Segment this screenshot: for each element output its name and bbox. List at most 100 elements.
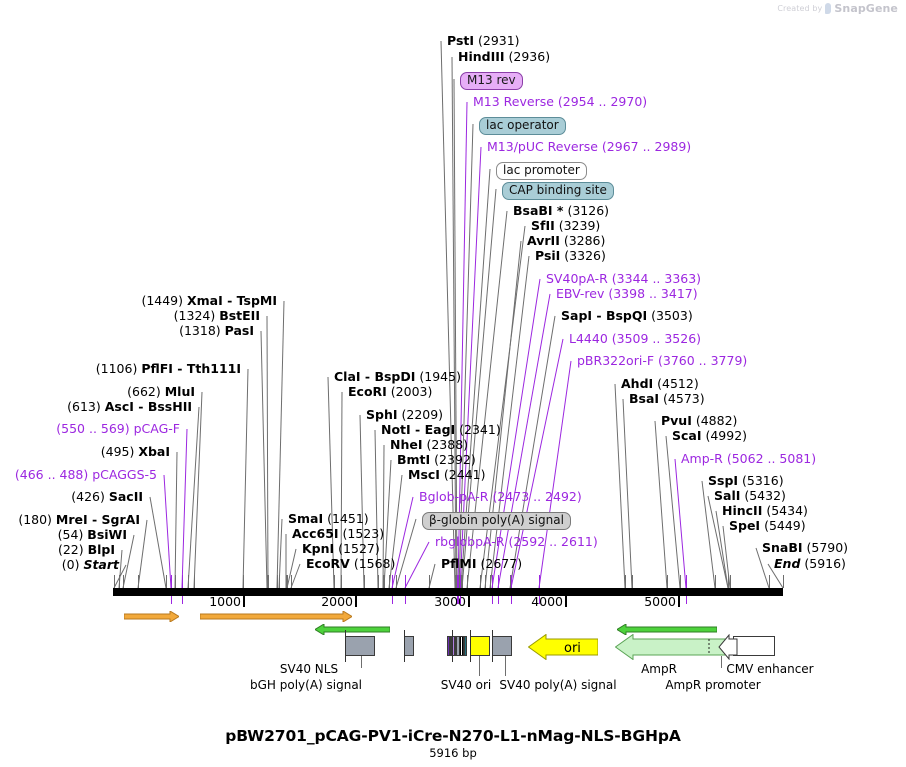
- cut-site-tick: [243, 575, 244, 588]
- cut-site-tick: [267, 575, 268, 588]
- cmv-enhancer-arrow[interactable]: [124, 611, 179, 622]
- enzyme-label[interactable]: AhdI (4512): [621, 377, 699, 391]
- enzyme-position: (2341): [455, 422, 501, 437]
- enzyme-label[interactable]: SapI - BspQI (3503): [561, 309, 693, 323]
- primer-label[interactable]: M13/pUC Reverse (2967 .. 2989): [487, 140, 691, 154]
- primer-position: (2954 .. 2970): [557, 94, 648, 109]
- enzyme-name: NheI: [390, 437, 423, 452]
- cut-site-tick: [171, 575, 172, 588]
- primer-label[interactable]: (466 .. 488) pCAGGS-5: [0, 468, 157, 482]
- enzyme-position: (1106): [95, 361, 142, 376]
- feature-badge[interactable]: β-globin poly(A) signal: [422, 512, 571, 530]
- ampr-feature-arrow[interactable]: [615, 634, 749, 660]
- enzyme-label[interactable]: (54) BsiWI: [0, 528, 127, 542]
- enzyme-label[interactable]: SalI (5432): [714, 489, 786, 503]
- feature-badge[interactable]: CAP binding site: [502, 182, 614, 200]
- enzyme-label[interactable]: Acc65I (1523): [292, 527, 384, 541]
- feature-badge-label: lac operator: [486, 118, 559, 132]
- enzyme-label[interactable]: EcoRI (2003): [348, 385, 432, 399]
- primer-label[interactable]: SV40pA-R (3344 .. 3363): [546, 272, 701, 286]
- enzyme-label[interactable]: MscI (2441): [408, 468, 486, 482]
- sv40-polya-box[interactable]: [470, 636, 490, 656]
- enzyme-label[interactable]: (1106) PflFI - Tth111I: [0, 362, 241, 376]
- enzyme-name-alt: SgrAI: [101, 512, 140, 527]
- bgh-polya-box[interactable]: [345, 636, 375, 656]
- primer-label[interactable]: Amp-R (5062 .. 5081): [681, 452, 816, 466]
- enzyme-label[interactable]: AvrII (3286): [527, 234, 605, 248]
- enzyme-label[interactable]: BmtI (2392): [397, 453, 476, 467]
- enzyme-label[interactable]: NheI (2388): [390, 438, 468, 452]
- ampr-arrow[interactable]: [617, 624, 717, 635]
- cut-site-tick: [286, 575, 287, 588]
- enzyme-position: (2677): [476, 556, 523, 571]
- enzyme-label[interactable]: SfII (3239): [531, 219, 600, 233]
- hatched-linker-segment[interactable]: [459, 636, 464, 656]
- enzyme-label[interactable]: PflMI (2677): [441, 557, 522, 571]
- enzyme-name: SnaBI: [762, 540, 803, 555]
- enzyme-label[interactable]: PvuI (4882): [661, 414, 737, 428]
- map-feature-label[interactable]: AmpR: [641, 662, 677, 676]
- primer-label[interactable]: (550 .. 569) pCAG-F: [0, 422, 180, 436]
- cut-site-tick: [498, 575, 499, 588]
- map-feature-label[interactable]: bGH poly(A) signal: [249, 678, 363, 692]
- primer-tick-below: [492, 596, 493, 604]
- enzyme-label[interactable]: (495) XbaI: [0, 445, 170, 459]
- linker-segment-1[interactable]: [450, 636, 452, 656]
- enzyme-label[interactable]: PsiI (3326): [535, 249, 606, 263]
- start-marker-label[interactable]: (0) Start: [0, 558, 119, 572]
- enzyme-label[interactable]: HincII (5434): [722, 504, 808, 518]
- map-feature-label[interactable]: SV40 NLS: [279, 662, 339, 676]
- primer-label[interactable]: M13 Reverse (2954 .. 2970): [473, 95, 647, 109]
- primer-label[interactable]: L4440 (3509 .. 3526): [569, 332, 701, 346]
- enzyme-label[interactable]: ClaI - BspDI (1945): [334, 370, 461, 384]
- linker-segment-3[interactable]: [455, 636, 457, 656]
- enzyme-label[interactable]: EcoRV (1568): [306, 557, 395, 571]
- cag-promoter-arrow[interactable]: [200, 611, 352, 622]
- map-feature-label[interactable]: AmpR promoter: [665, 678, 761, 692]
- enzyme-label[interactable]: PstI (2931): [447, 34, 520, 48]
- map-feature-label[interactable]: SV40 ori: [440, 678, 492, 692]
- primer-name: Amp-R: [681, 451, 727, 466]
- sv40-nls-box[interactable]: [404, 636, 414, 656]
- unnamed-grey-box[interactable]: [492, 636, 512, 656]
- cut-site-tick: [383, 575, 384, 588]
- enzyme-label[interactable]: (662) MluI: [0, 385, 195, 399]
- end-marker-label[interactable]: End (5916): [774, 557, 846, 571]
- primer-label[interactable]: EBV-rev (3398 .. 3417): [556, 287, 698, 301]
- enzyme-label[interactable]: (22) BlpI: [0, 543, 115, 557]
- enzyme-label[interactable]: (1318) PasI: [0, 324, 254, 338]
- linker-segment-5[interactable]: [464, 636, 467, 656]
- enzyme-label[interactable]: BsaI (4573): [629, 392, 705, 406]
- enzyme-label[interactable]: BsaBI * (3126): [513, 204, 609, 218]
- enzyme-label[interactable]: SphI (2209): [366, 408, 443, 422]
- enzyme-label[interactable]: (180) MreI - SgrAI: [0, 513, 140, 527]
- enzyme-label[interactable]: NotI - EagI (2341): [381, 423, 501, 437]
- linker-segment-0[interactable]: [447, 636, 450, 656]
- enzyme-label[interactable]: (613) AscI - BssHII: [0, 400, 192, 414]
- enzyme-label[interactable]: SpeI (5449): [729, 519, 806, 533]
- enzyme-name: Acc65I: [292, 526, 339, 541]
- enzyme-label[interactable]: (1324) BstEII: [0, 309, 260, 323]
- map-feature-label[interactable]: CMV enhancer: [726, 662, 814, 676]
- cut-site-tick: [480, 575, 481, 588]
- enzyme-label[interactable]: (426) SacII: [0, 490, 143, 504]
- enzyme-label[interactable]: HindIII (2936): [458, 50, 550, 64]
- primer-label[interactable]: pBR322ori-F (3760 .. 3779): [577, 354, 747, 368]
- primer-label[interactable]: Bglob-pA-R (2473 .. 2492): [419, 490, 582, 504]
- enzyme-label[interactable]: (1449) XmaI - TspMI: [0, 294, 277, 308]
- ori-feature-arrow[interactable]: ori: [528, 634, 598, 660]
- map-feature-label[interactable]: SV40 poly(A) signal: [499, 678, 617, 692]
- cut-site-tick: [166, 575, 167, 588]
- enzyme-label[interactable]: SmaI (1451): [288, 512, 369, 526]
- enzyme-label[interactable]: KpnI (1527): [302, 542, 380, 556]
- enzyme-label[interactable]: ScaI (4992): [672, 429, 747, 443]
- feature-badge[interactable]: lac promoter: [496, 162, 587, 180]
- primer-label[interactable]: rbglobpA-R (2592 .. 2611): [435, 535, 598, 549]
- feature-badge[interactable]: M13 rev: [460, 72, 523, 90]
- enzyme-label[interactable]: SspI (5316): [708, 474, 784, 488]
- enzyme-label[interactable]: SnaBI (5790): [762, 541, 848, 555]
- icre-arrow[interactable]: [315, 624, 390, 635]
- feature-badge[interactable]: lac operator: [479, 117, 566, 135]
- cut-site-tick: [341, 575, 342, 588]
- enzyme-position: (180): [18, 512, 56, 527]
